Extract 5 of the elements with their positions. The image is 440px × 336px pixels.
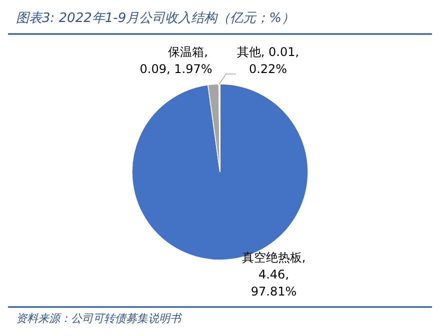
chart-title: 图表3: 2022年1-9月公司收入结构（亿元；%） [16, 11, 294, 26]
slice-label: 其他, 0.01, 0.22% [236, 45, 300, 76]
text: 资料来源：公司可转债募集说明书 [16, 312, 183, 325]
slice-label: 真空绝热板, 4.46, 97.81% [242, 250, 306, 298]
slice-label: 保温箱, 0.09, 1.97% [140, 45, 212, 76]
